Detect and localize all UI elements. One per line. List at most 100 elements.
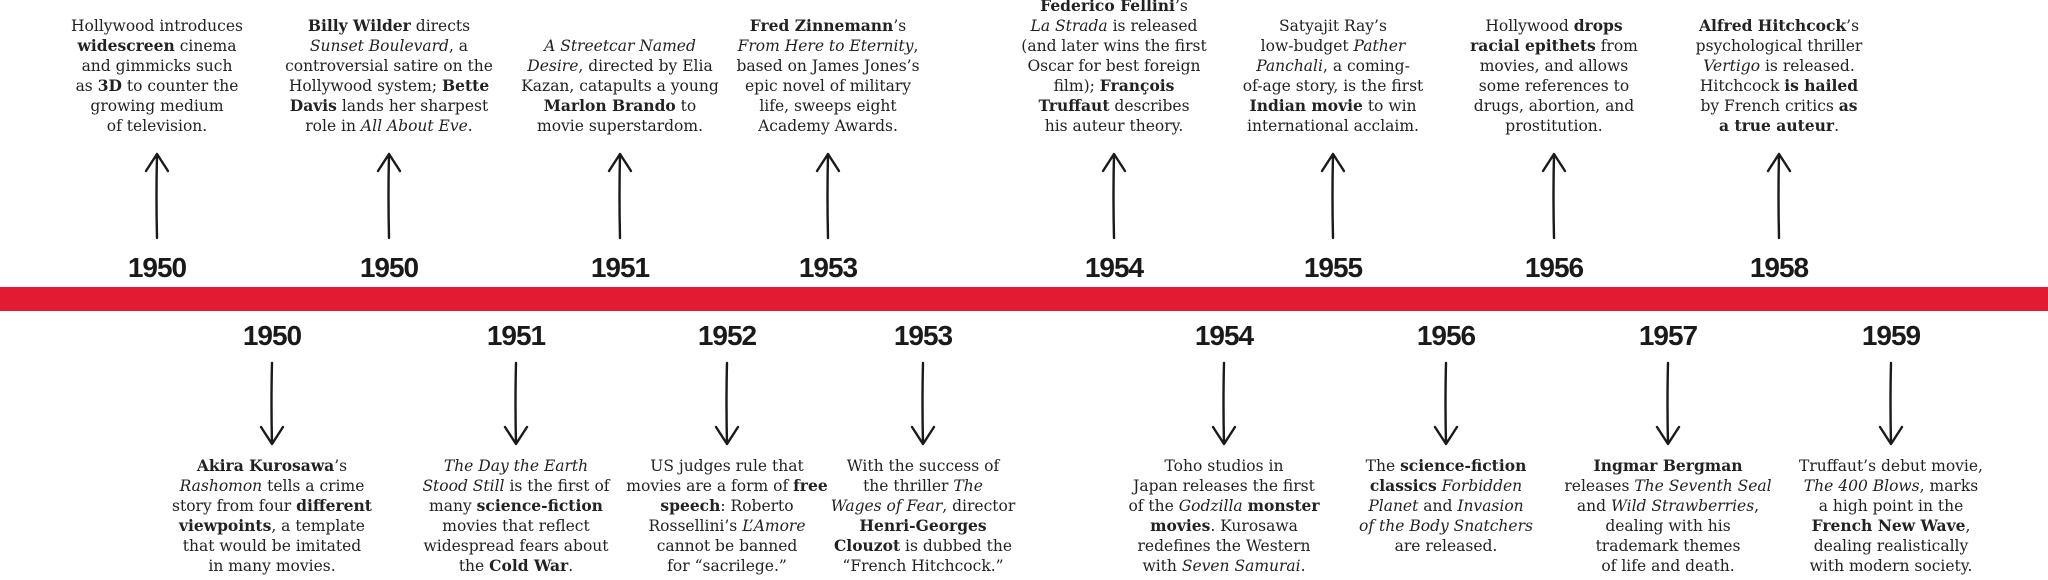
event-text-line: The science-fiction [1366,456,1527,475]
event-text-line: Clouzot is dubbed the [834,536,1012,555]
year-label: 1955 [1304,252,1363,283]
event-text-line: with Seven Samurai. [1142,557,1305,575]
bold-run: widescreen [77,36,175,55]
event-text-line: movies, and allows [1480,57,1629,75]
arrow [1101,152,1127,240]
event-text-line: of-age story, is the first [1243,77,1424,95]
text-run: ’s [1175,0,1188,15]
bold-run: Bette [442,76,489,95]
event-text-line: A Streetcar Named [542,37,696,55]
year-label: 1954 [1195,320,1255,351]
text-run: is dubbed the [900,537,1012,555]
event-text-line: with modern society. [1810,557,1973,575]
event-text-line: redefines the Western [1138,537,1311,555]
text-run: Hitchcock [1700,77,1784,95]
arrow [714,361,740,446]
event-text-line: many science-fiction [429,496,603,515]
text-run: with modern society. [1810,557,1973,575]
event-text-line: psychological thriller [1696,37,1863,55]
event-text-line: Planet and Invasion [1367,497,1523,515]
text-run: role in [305,117,361,135]
event-text-line: dealing with his [1605,517,1730,535]
text-run: to counter the [122,77,239,95]
bold-run: Alfred Hitchcock [1698,16,1846,35]
text-run: and gimmicks such [82,57,233,75]
bold-run: a true auteur [1719,116,1835,135]
event-text-line: epic novel of military [745,77,911,95]
event-text-line: international acclaim. [1247,117,1419,135]
text-run: Academy Awards. [757,117,898,135]
event-text-line: The 400 Blows, marks [1804,477,1978,495]
bold-run: is hailed [1784,76,1858,95]
italic-run: The Day the Earth [444,457,588,475]
year-label: 1956 [1417,320,1476,351]
text-run: international acclaim. [1247,117,1419,135]
bold-run: Cold War [489,556,569,575]
event-text-line: of life and death. [1601,557,1734,575]
text-run: , a [449,37,468,55]
italic-run: Seven Samurai [1182,557,1301,575]
event-text-line: With the success of [847,457,1001,475]
event-text-line: Vertigo is released. [1703,57,1855,75]
text-run: Toho studios in [1165,457,1284,475]
text-run: Oscar for best foreign [1027,57,1200,75]
arrow [376,152,402,240]
text-run: , marks [1920,477,1979,495]
event-text-line: movies are a form of free [626,476,828,495]
event-text-line: “French Hitchcock.” [842,557,1003,575]
event-text-line: as 3D to counter the [76,76,239,95]
event-text-line: growing medium [90,97,223,115]
event-text-line: of television. [107,117,207,135]
arrow [1878,361,1904,446]
bold-run: François [1100,76,1175,95]
year-label: 1954 [1085,252,1145,283]
bold-run: 3D [98,76,122,95]
year-label: 1950 [128,252,187,283]
event-text-line: Hitchcock is hailed [1700,76,1858,95]
text-run: are released. [1395,537,1498,555]
italic-run: Planet [1367,497,1419,515]
text-run: trademark themes [1596,537,1741,555]
event-text-line: Wages of Fear, director [831,497,1016,515]
text-run: redefines the Western [1138,537,1311,555]
text-run: . [1301,557,1306,575]
text-run: ’s [1846,17,1859,35]
text-run: movies, and allows [1480,57,1629,75]
event-text-line: Ingmar Bergman [1593,456,1742,475]
event-text-line: Toho studios in [1165,457,1284,475]
bold-run: French New Wave [1812,516,1966,535]
text-run: describes [1109,97,1189,115]
text-run: of-age story, is the first [1243,77,1424,95]
text-run: US judges rule that [650,457,804,475]
event-text-line: Stood Still is the first of [422,477,610,495]
year-label: 1957 [1639,320,1698,351]
italic-run: of the Body Snatchers [1359,517,1533,535]
event-text-line: the thriller The [863,477,983,495]
event-text-line: film); François [1054,76,1175,95]
italic-run: Rashomon [179,477,263,495]
event-text-line: Hollywood introduces [71,17,243,35]
arrow [1211,361,1237,446]
text-run: and [1577,497,1611,515]
italic-run: L’Amore [741,517,805,535]
event-text-line: and Wild Strawberries, [1577,497,1759,515]
event-text-line: story from four different [172,496,373,515]
text-run: : Roberto [720,497,793,515]
arrow [1766,152,1792,240]
arrow [815,152,841,240]
event-text-line: life, sweeps eight [759,97,897,115]
text-run: the thriller [863,477,953,495]
text-run: life, sweeps eight [759,97,897,115]
event-text-line: for “sacrilege.” [667,557,787,575]
text-run: of life and death. [1601,557,1734,575]
year-label: 1951 [487,320,546,351]
text-run: in many movies. [208,557,335,575]
event-text-line: by French critics as [1700,96,1857,115]
event-text-line: his auteur theory. [1045,117,1184,135]
text-run: his auteur theory. [1045,117,1184,135]
text-run: dealing realistically [1814,537,1969,555]
text-run: directs [411,17,470,35]
arrow [1655,361,1681,446]
italic-run: Forbidden [1441,477,1523,495]
bold-run: Davis [290,96,337,115]
